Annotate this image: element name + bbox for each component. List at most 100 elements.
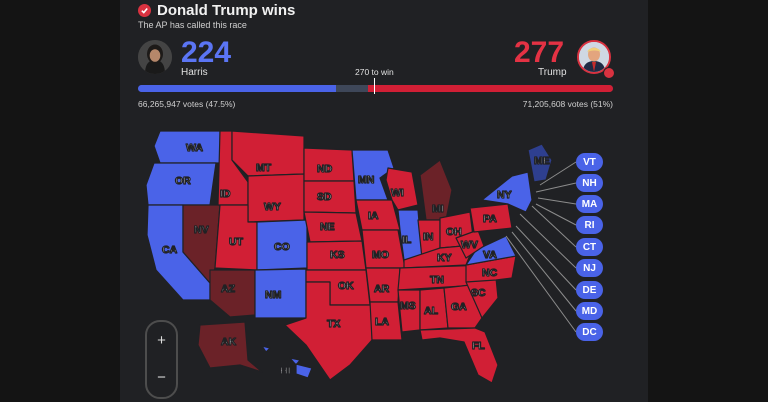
small-state-NH[interactable]: NH [576,174,603,192]
state-MO[interactable]: MO [361,229,406,269]
state-LA[interactable]: LA [369,301,403,341]
state-HI[interactable]: HI [261,345,313,379]
small-state-DE[interactable]: DE [576,281,603,299]
state-label-IL: IL [402,234,412,246]
state-NE[interactable]: NE [303,211,363,243]
state-label-KS: KS [330,249,345,261]
state-TX[interactable]: TX [284,281,373,381]
race-status: The AP has called this race [138,20,247,30]
harris-electoral-votes: 224 [181,36,232,69]
state-label-AZ: AZ [221,283,236,295]
state-SD[interactable]: SD [303,180,357,214]
state-label-WA: WA [186,142,203,154]
state-label-MO: MO [372,249,389,261]
winner-check-icon [603,67,615,79]
state-label-TN: TN [430,274,444,286]
small-state-NJ[interactable]: NJ [576,259,603,277]
state-label-ND: ND [317,163,333,175]
state-label-AR: AR [374,283,390,295]
state-label-NE: NE [320,221,335,233]
state-label-SC: SC [471,287,486,299]
state-NV[interactable]: NV [182,204,221,284]
state-WI[interactable]: WI [385,167,419,211]
state-WV[interactable]: WV [455,229,485,259]
state-label-WI: WI [391,187,404,199]
small-state-VT[interactable]: VT [576,153,603,171]
state-label-OH: OH [446,226,462,238]
state-AR[interactable]: AR [365,267,401,303]
state-label-OK: OK [338,280,354,292]
state-label-MT: MT [256,162,272,174]
state-WA[interactable]: WA [153,130,221,164]
left-letterbox [0,0,120,402]
state-label-AL: AL [424,305,439,317]
state-label-IN: IN [423,231,434,243]
zoom-in-button[interactable]: + [157,331,166,349]
state-label-WY: WY [264,201,281,213]
state-label-VA: VA [483,249,497,261]
trump-name: Trump [538,67,567,78]
state-AK[interactable]: AK [197,321,263,373]
state-ID[interactable]: ID [217,130,249,206]
state-UT[interactable]: UT [214,204,258,271]
state-ND[interactable]: ND [303,147,355,182]
check-icon [138,4,151,17]
state-NY[interactable]: NY [481,171,533,213]
small-state-RI[interactable]: RI [576,216,603,234]
state-label-OR: OR [175,175,191,187]
state-CO[interactable]: CO [256,219,308,271]
state-label-TX: TX [327,318,340,330]
state-AZ[interactable]: AZ [209,269,256,318]
page-title: Donald Trump wins [157,2,296,19]
header: Donald Trump wins [138,2,295,19]
state-OR[interactable]: OR [145,162,217,206]
state-MS[interactable]: MS [397,289,421,333]
state-label-UT: UT [229,236,244,248]
state-CA[interactable]: CA [146,204,211,301]
state-AL[interactable]: AL [419,287,449,331]
trump-electoral-votes: 277 [514,36,565,69]
harris-avatar [138,40,172,74]
state-IA[interactable]: IA [355,199,401,231]
state-label-AK: AK [221,336,237,348]
state-label-CA: CA [162,244,178,256]
state-MT[interactable]: MT [231,130,305,177]
small-state-MD[interactable]: MD [576,302,603,320]
state-SC[interactable]: SC [465,277,499,319]
state-ME[interactable]: ME [527,143,553,183]
state-label-HI: HI [280,365,291,377]
zoom-control: + − [145,320,178,399]
state-NM[interactable]: NM [254,268,307,319]
state-label-NC: NC [482,267,498,279]
state-label-CO: CO [274,241,290,253]
trump-avatar [577,40,611,74]
electoral-progress-bar [138,85,613,92]
state-MI[interactable]: MI [419,159,453,221]
state-label-ID: ID [220,188,231,200]
state-label-ME: ME [534,155,550,167]
state-KS[interactable]: KS [306,240,367,271]
zoom-out-button[interactable]: − [157,368,166,386]
small-state-MA[interactable]: MA [576,195,603,213]
state-label-LA: LA [375,316,389,328]
state-PA[interactable]: PA [469,203,513,233]
state-label-GA: GA [451,301,467,313]
state-label-MI: MI [432,203,444,215]
state-label-NM: NM [265,289,282,301]
state-WY[interactable]: WY [247,173,305,223]
callout-lines [505,161,577,333]
state-label-KY: KY [437,252,452,264]
state-VA[interactable]: VA [465,235,517,266]
threshold-label: 270 to win [355,67,394,77]
harris-name: Harris [181,67,208,78]
state-FL[interactable]: FL [419,327,499,384]
state-label-MS: MS [400,300,416,312]
state-label-PA: PA [483,213,497,225]
state-label-MN: MN [358,174,374,186]
small-state-CT[interactable]: CT [576,238,603,256]
harris-progress-fill [138,85,336,92]
small-state-DC[interactable]: DC [576,323,603,341]
harris-popular-votes: 66,265,947 votes (47.5%) [138,99,236,109]
state-MN[interactable]: MN [351,149,395,201]
